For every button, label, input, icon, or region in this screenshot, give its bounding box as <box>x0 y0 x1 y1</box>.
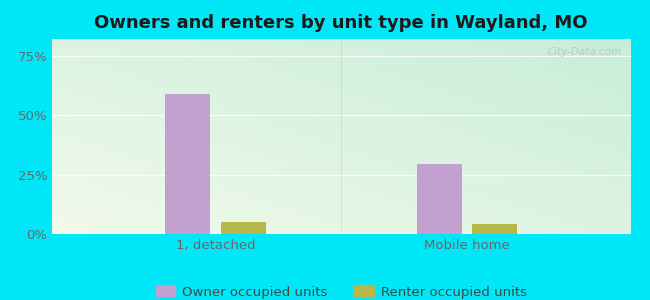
Bar <box>472 224 517 234</box>
Bar <box>220 222 266 234</box>
Bar <box>165 94 211 234</box>
Legend: Owner occupied units, Renter occupied units: Owner occupied units, Renter occupied un… <box>150 279 533 300</box>
Title: Owners and renters by unit type in Wayland, MO: Owners and renters by unit type in Wayla… <box>94 14 588 32</box>
Text: City-Data.com: City-Data.com <box>548 47 622 57</box>
Bar <box>417 164 462 234</box>
